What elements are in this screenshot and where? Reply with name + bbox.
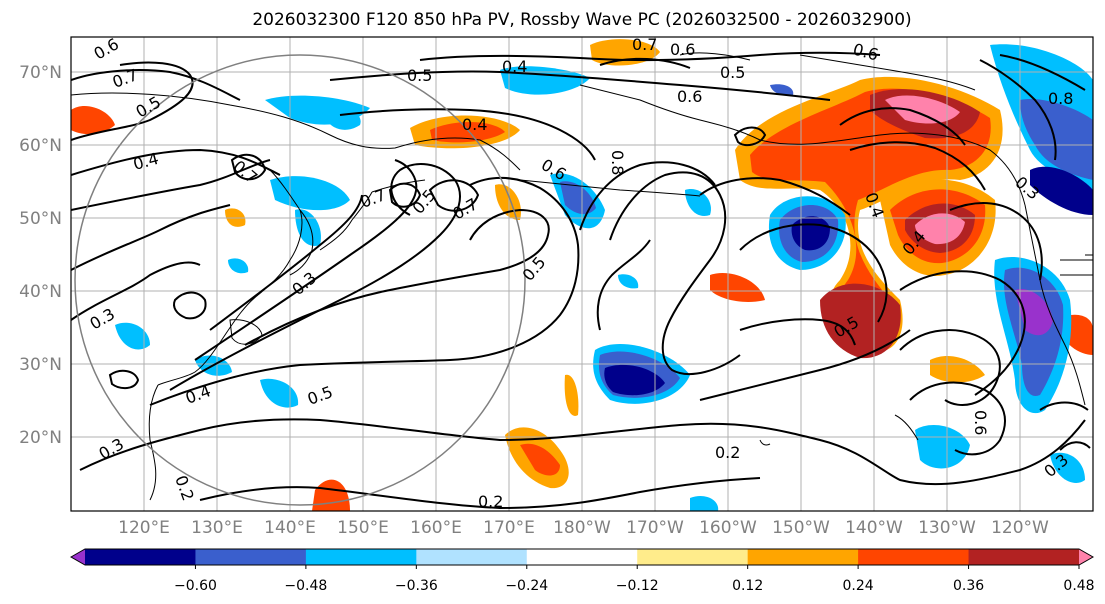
anomaly-blob <box>770 84 794 96</box>
distance-circle <box>74 54 526 506</box>
lat-label: 70°N <box>19 63 62 83</box>
anomaly-blob <box>228 258 249 274</box>
contour-label: 0.5 <box>407 66 432 85</box>
colorbar-swatch <box>858 549 970 565</box>
colorbar-swatch <box>747 549 859 565</box>
map-panel: 0.6 0.7 0.6 0.5 0.4 0.7 0.5 0.4 0.7 0.4 … <box>70 35 1094 512</box>
contour-label: 0.8 <box>608 150 627 175</box>
colorbar-swatch <box>637 549 749 565</box>
colorbar-swatch <box>1079 549 1093 565</box>
contour-label: 0.2 <box>478 492 503 511</box>
colorbar-swatch <box>526 549 638 565</box>
anomaly-blob <box>1050 452 1085 483</box>
anomaly-blob <box>604 364 665 396</box>
colorbar-tick-label: 0.36 <box>953 578 984 594</box>
anomaly-blob <box>320 103 361 130</box>
lon-label: 150°E <box>337 518 389 538</box>
anomaly-blob <box>560 181 596 215</box>
map-frame <box>70 36 1094 512</box>
anomaly-blob <box>885 95 960 124</box>
lat-label: 20°N <box>19 428 62 448</box>
lon-label: 140°E <box>264 518 316 538</box>
anomaly-blob <box>618 274 639 289</box>
anomaly-blob <box>930 355 985 383</box>
colorbar-swatch <box>195 549 307 565</box>
contour-label: 0.6 <box>677 87 702 106</box>
anomaly-blob <box>520 443 560 476</box>
colorbar-swatch <box>71 549 85 565</box>
colorbar-tick-label: −0.48 <box>284 578 327 594</box>
colorbar-tick-label: −0.12 <box>616 578 659 594</box>
lon-label: 150°W <box>772 518 830 538</box>
lon-label: 140°W <box>845 518 903 538</box>
contour-label: 0.5 <box>720 63 745 82</box>
longitude-labels: 120°E 130°E 140°E 150°E 160°E 170°E 180°… <box>118 518 1049 538</box>
contour-label: 0.6 <box>971 410 990 435</box>
lat-label: 40°N <box>19 282 62 302</box>
lon-label: 120°W <box>991 518 1049 538</box>
colorbar-swatch <box>85 549 196 565</box>
map-title: 2026032300 F120 850 hPa PV, Rossby Wave … <box>252 10 911 30</box>
latitude-labels: 70°N 60°N 50°N 40°N 30°N 20°N <box>19 63 62 448</box>
pv-contours <box>71 51 1091 510</box>
colorbar: −0.60 −0.48 −0.36 −0.24 −0.12 0.12 0.24 0.36 0.4… <box>69 548 1095 594</box>
contour-label: 0.6 <box>670 40 695 59</box>
anomaly-blob <box>820 283 901 359</box>
colorbar-outline <box>69 548 1095 566</box>
lon-label: 160°E <box>410 518 462 538</box>
contour-label: 0.4 <box>502 57 527 76</box>
anomaly-blob <box>260 378 299 408</box>
colorbar-swatch <box>305 549 417 565</box>
lon-label: 130°W <box>918 518 976 538</box>
colorbar-tick-label: −0.60 <box>174 578 217 594</box>
contour-label: 0.8 <box>1048 89 1073 108</box>
contour-label: 0.2 <box>715 443 740 462</box>
colorbar-tick-label: 0.48 <box>1063 578 1094 594</box>
lat-label: 60°N <box>19 136 62 156</box>
anomaly-blob <box>71 105 115 135</box>
lon-label: 170°W <box>626 518 684 538</box>
colorbar-tick-label: 0.24 <box>843 578 874 594</box>
colorbar-swatch <box>416 549 528 565</box>
colorbar-tick-label: 0.12 <box>732 578 763 594</box>
contour-label: 0.4 <box>462 115 487 134</box>
lat-label: 30°N <box>19 355 62 375</box>
lon-label: 170°E <box>483 518 535 538</box>
lon-label: 130°E <box>191 518 243 538</box>
anomaly-blob <box>685 189 711 216</box>
lon-label: 120°E <box>118 518 170 538</box>
colorbar-tick-labels: −0.60 −0.48 −0.36 −0.24 −0.12 0.12 0.24 0.36 0.4… <box>174 565 1095 594</box>
anomaly-blob <box>1030 166 1093 215</box>
colorbar-tick-label: −0.36 <box>395 578 438 594</box>
pv-anomaly-shading <box>71 39 1093 511</box>
colorbar-tick-label: −0.24 <box>505 578 548 594</box>
anomaly-blob <box>915 425 970 469</box>
colorbar-swatch <box>968 549 1080 565</box>
anomaly-blob <box>430 121 505 143</box>
anomaly-blob <box>564 374 579 416</box>
colorbar-swatches <box>69 548 1095 566</box>
anomaly-blob <box>915 213 965 245</box>
lon-label: 160°W <box>699 518 757 538</box>
map-gridlines <box>71 37 1093 511</box>
contour-label: 0.7 <box>632 35 657 54</box>
anomaly-blob <box>750 88 991 340</box>
anomaly-blob <box>690 495 719 511</box>
anomaly-blob <box>1020 99 1093 180</box>
lat-label: 50°N <box>19 209 62 229</box>
anomaly-blob <box>710 272 765 302</box>
anomaly-blob <box>115 322 150 350</box>
lon-label: 180°W <box>553 518 611 538</box>
